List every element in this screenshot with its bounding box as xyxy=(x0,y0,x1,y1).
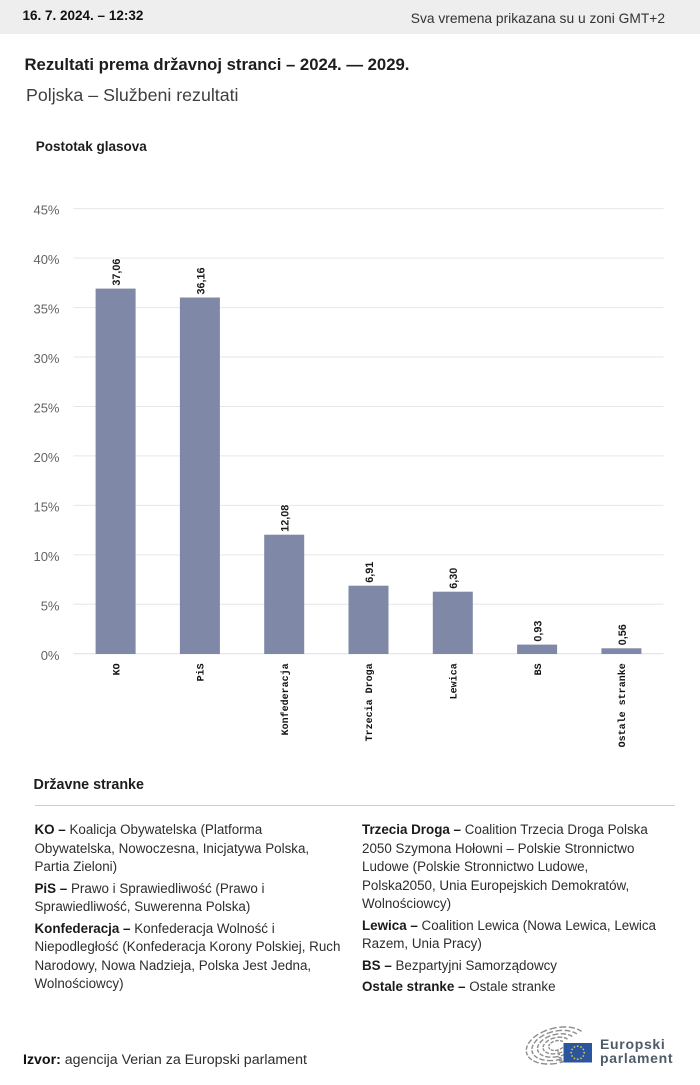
svg-text:40%: 40% xyxy=(33,252,59,267)
svg-text:5%: 5% xyxy=(41,598,60,613)
svg-text:Lewica: Lewica xyxy=(449,663,461,699)
svg-text:36,16: 36,16 xyxy=(195,267,207,294)
svg-text:Konfederacja: Konfederacja xyxy=(280,663,292,735)
svg-text:20%: 20% xyxy=(33,450,59,465)
svg-text:6,30: 6,30 xyxy=(448,568,460,589)
svg-text:30%: 30% xyxy=(33,351,59,366)
svg-text:15%: 15% xyxy=(33,499,59,514)
svg-text:35%: 35% xyxy=(33,302,59,317)
svg-text:0,93: 0,93 xyxy=(533,621,545,642)
svg-text:10%: 10% xyxy=(33,549,59,564)
svg-text:KO: KO xyxy=(112,663,123,675)
svg-text:0%: 0% xyxy=(41,648,60,663)
svg-text:37,06: 37,06 xyxy=(111,259,123,286)
svg-text:0,56: 0,56 xyxy=(617,624,629,645)
svg-text:12,08: 12,08 xyxy=(280,505,292,532)
svg-text:BS: BS xyxy=(534,663,545,675)
svg-text:Trzecia Droga: Trzecia Droga xyxy=(364,663,376,741)
svg-text:Ostale stranke: Ostale stranke xyxy=(617,663,629,747)
svg-text:6,91: 6,91 xyxy=(364,562,376,583)
svg-text:45%: 45% xyxy=(33,203,59,218)
svg-text:PiS: PiS xyxy=(196,663,208,681)
svg-text:25%: 25% xyxy=(33,401,59,416)
